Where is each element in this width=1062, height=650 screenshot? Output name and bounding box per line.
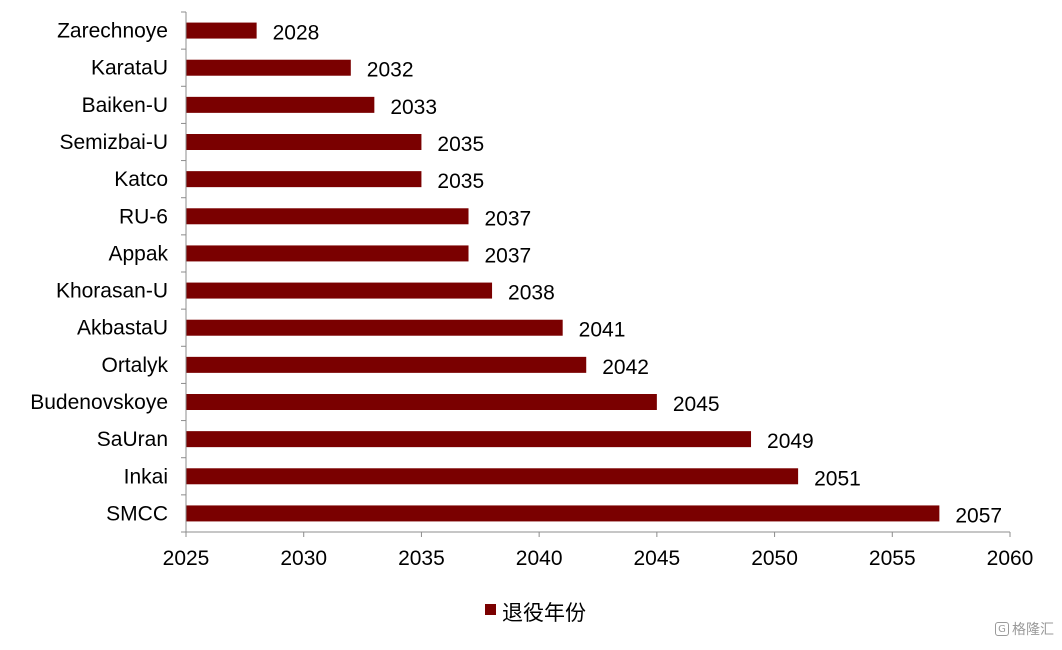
category-label: Ortalyk [101, 354, 168, 377]
value-label: 2035 [437, 133, 484, 156]
value-label: 2038 [508, 282, 555, 305]
legend-label: 退役年份 [502, 602, 586, 625]
category-label: KarataU [91, 57, 168, 80]
value-label: 2035 [437, 170, 484, 193]
watermark-logo-icon: G [995, 622, 1009, 636]
bar-zarechnoye [186, 22, 257, 39]
value-label: 2032 [367, 59, 414, 82]
bar-budenovskoye [186, 394, 657, 410]
bar-ortalyk [186, 356, 587, 373]
value-label: 2051 [814, 467, 861, 490]
bar-sauran [186, 431, 752, 448]
x-tick-label: 2040 [516, 547, 563, 570]
category-label: Katco [114, 168, 168, 191]
category-label: RU-6 [119, 205, 168, 228]
x-tick-label: 2025 [163, 547, 210, 570]
bar-baiken-u [186, 96, 375, 113]
category-label: Inkai [124, 465, 168, 488]
category-label: Khorasan-U [56, 280, 168, 303]
category-label: Semizbai-U [59, 131, 168, 154]
x-tick-label: 2050 [751, 547, 798, 570]
bar-khorasan-u [186, 282, 493, 299]
x-tick-label: 2030 [280, 547, 327, 570]
bar-smcc [186, 505, 940, 522]
bar-semizbai-u [186, 134, 422, 150]
bar-katco [186, 171, 422, 188]
axes [181, 11, 1010, 533]
x-tick-label: 2035 [398, 547, 445, 570]
category-label: Zarechnoye [57, 20, 168, 43]
x-tick-label: 2055 [869, 547, 916, 570]
watermark-text: 格隆汇 [1012, 622, 1054, 638]
legend-swatch [485, 604, 496, 615]
category-label: Baiken-U [82, 94, 168, 117]
bar-ru-6 [186, 208, 469, 225]
category-label: AkbastaU [77, 317, 168, 340]
bar-karatau [186, 59, 351, 76]
value-label: 2041 [579, 319, 626, 342]
value-label: 2057 [955, 504, 1002, 527]
x-tick-label: 2045 [633, 547, 680, 570]
bars [186, 22, 940, 522]
x-ticks: 2025 2030 2035 2040 2045 2050 2055 2060 [163, 532, 1034, 570]
value-label: 2037 [485, 244, 532, 267]
value-label: 2049 [767, 430, 814, 453]
category-label: SaUran [97, 428, 168, 451]
value-label: 2033 [390, 96, 437, 119]
legend: 退役年份 [485, 602, 586, 625]
value-label: 2028 [273, 22, 320, 45]
bar-appak [186, 245, 469, 262]
value-label: 2042 [602, 356, 649, 379]
bar-akbastau [186, 319, 563, 336]
x-tick-label: 2060 [987, 547, 1034, 570]
category-labels: Zarechnoye KarataU Baiken-U Semizbai-U Katco… [30, 20, 168, 526]
value-label: 2037 [485, 207, 532, 230]
watermark: G 格隆汇 [995, 619, 1054, 639]
value-labels: 2028203220332035203520372037203820412042… [273, 22, 1002, 528]
category-label: Appak [108, 242, 168, 265]
value-label: 2045 [673, 393, 720, 416]
category-label: Budenovskoye [30, 391, 168, 414]
bar-inkai [186, 468, 799, 485]
category-label: SMCC [106, 502, 168, 525]
